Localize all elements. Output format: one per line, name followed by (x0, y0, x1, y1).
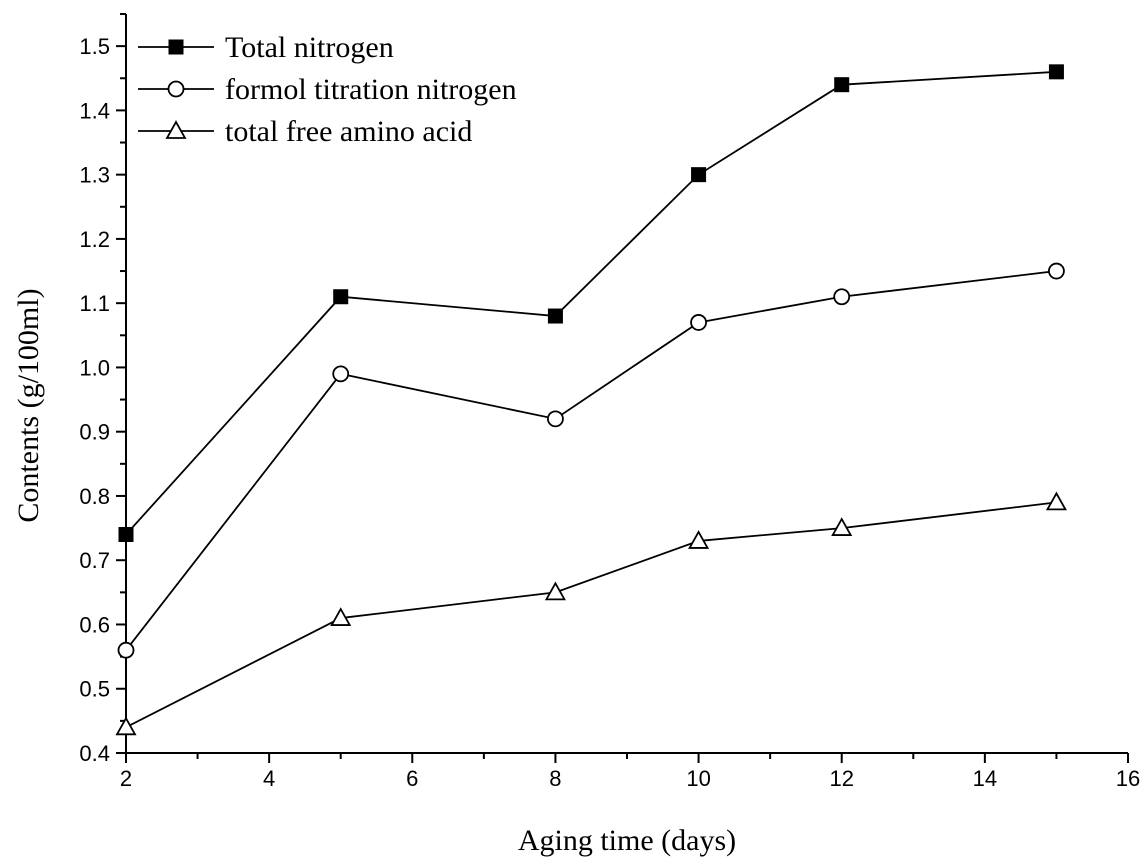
x-tick-label: 10 (686, 766, 710, 791)
series-line (125, 70, 1057, 536)
data-point (834, 77, 850, 93)
data-point (333, 289, 349, 305)
x-tick-label: 6 (406, 766, 418, 791)
series-line (125, 270, 1057, 651)
y-tick-label: 0.9 (79, 420, 110, 445)
y-axis-label: Contents (g/100ml) (12, 288, 45, 522)
ticks: 2 4 6 8 10 12 14 16 0.4 0.5 0.6 0.7 0.8 0.9 1.0 1.1 1.2 1… (79, 13, 1140, 791)
legend-label: formol titration nitrogen (225, 73, 517, 106)
legend-marker (167, 80, 185, 98)
y-tick-label: 0.4 (79, 741, 110, 766)
legend-marker (168, 39, 184, 55)
x-tick-label: 2 (120, 766, 132, 791)
data-point (833, 288, 851, 306)
y-tick-label: 1.0 (79, 355, 110, 380)
y-tick-label: 0.6 (79, 612, 110, 637)
series-layer (115, 64, 1067, 736)
y-tick-label: 0.5 (79, 677, 110, 702)
data-point (332, 365, 350, 383)
legend-entry: total free amino acid (138, 115, 472, 148)
series-total-free-amino-acid (115, 491, 1067, 736)
y-tick-label: 0.7 (79, 548, 110, 573)
x-tick-label: 12 (829, 766, 853, 791)
data-point (690, 314, 707, 331)
data-point (330, 607, 352, 626)
data-point (544, 581, 566, 601)
y-tick-label: 1.2 (79, 227, 110, 252)
y-tick-label: 1.4 (79, 98, 110, 123)
data-point (547, 410, 564, 428)
y-tick-label: 0.8 (79, 484, 110, 509)
data-point (117, 641, 135, 659)
legend-marker (165, 120, 187, 139)
x-tick-label: 14 (973, 766, 997, 791)
x-tick-label: 16 (1116, 766, 1140, 791)
x-tick-label: 8 (549, 766, 561, 791)
data-point (1045, 491, 1067, 511)
y-tick-label: 1.5 (79, 34, 110, 59)
legend-entry: Total nitrogen (138, 31, 394, 64)
series-formol-titration-nitrogen (117, 262, 1065, 659)
data-point (688, 530, 710, 549)
data-point (831, 517, 853, 536)
data-point (547, 308, 563, 324)
data-point (1048, 262, 1065, 280)
series-total-nitrogen (118, 64, 1064, 543)
data-point (691, 167, 707, 183)
x-tick-label: 4 (263, 766, 275, 791)
series-line (125, 501, 1057, 729)
data-point (1048, 64, 1064, 80)
y-tick-label: 1.1 (79, 291, 110, 316)
data-point (118, 527, 134, 543)
data-point (115, 716, 137, 736)
x-axis-label: Aging time (days) (518, 824, 736, 857)
y-tick-label: 1.3 (79, 163, 110, 188)
legend: Total nitrogen formol titration nitrogen t… (138, 31, 517, 148)
legend-label: Total nitrogen (225, 31, 394, 64)
legend-label: total free amino acid (225, 115, 472, 148)
legend-entry: formol titration nitrogen (138, 73, 517, 106)
